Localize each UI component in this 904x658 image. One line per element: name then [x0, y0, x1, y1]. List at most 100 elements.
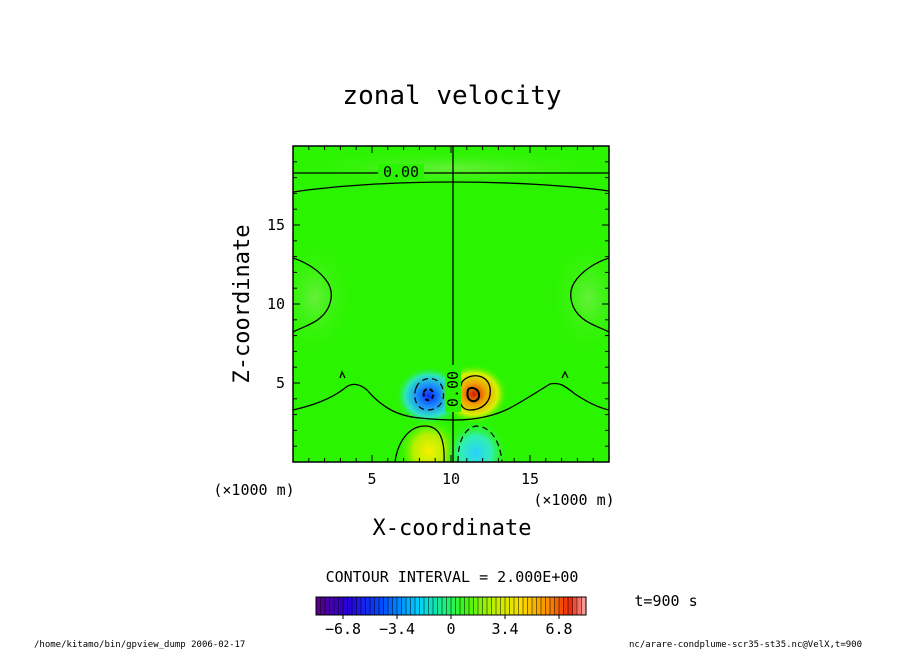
colorbar-cell [347, 597, 353, 615]
colorbar-cell [365, 597, 371, 615]
x-tick-label: 15 [521, 470, 539, 488]
colorbar-cell [527, 597, 533, 615]
colorbar-cell [541, 597, 547, 615]
shading-left-lobe [293, 238, 355, 358]
colorbar-cell [514, 597, 520, 615]
shading-right-lobe [548, 238, 609, 358]
colorbar-cell [419, 597, 425, 615]
colorbar-cell [343, 597, 349, 615]
colorbar-cell [550, 597, 556, 615]
colorbar-cell [572, 597, 578, 615]
colorbar-cell [424, 597, 430, 615]
colorbar-cell [545, 597, 551, 615]
footer-right: nc/arare-condplume-scr35-st35.nc@VelX,t=… [629, 640, 862, 650]
colorbar-cell [329, 597, 335, 615]
colorbar-cell [374, 597, 380, 615]
colorbar-cell [568, 597, 574, 615]
y-tick-label: 5 [276, 374, 285, 392]
colorbar-cell [491, 597, 497, 615]
colorbar-cell [455, 597, 461, 615]
colorbar-tick-label: −3.4 [379, 620, 415, 638]
colorbar-cell [581, 597, 587, 615]
colorbar-cell [505, 597, 511, 615]
y-tick-label: 15 [267, 216, 285, 234]
time-label: t=900 s [634, 592, 697, 610]
chart-title: zonal velocity [342, 81, 561, 111]
y-axis-label: Z-coordinate [230, 225, 255, 384]
colorbar-cell [518, 597, 524, 615]
colorbar-cell [320, 597, 326, 615]
colorbar-cell [428, 597, 434, 615]
colorbar-cell [554, 597, 560, 615]
y-tick-label: 10 [267, 295, 285, 313]
contour-label-vertical: 0.00 [444, 371, 462, 407]
footer-left: /home/kitamo/bin/gpview_dump 2006-02-17 [34, 640, 246, 650]
colorbar-cell [392, 597, 398, 615]
contour-zero-left-lobe [293, 257, 332, 333]
colorbar-cell [437, 597, 443, 615]
colorbar-cell [500, 597, 506, 615]
plot-area: 0.00 0.00 [293, 146, 609, 462]
colorbar-cell [433, 597, 439, 615]
colorbar-cell [370, 597, 376, 615]
colorbar-cell [334, 597, 340, 615]
colorbar-cell [356, 597, 362, 615]
colorbar-cell [446, 597, 452, 615]
x-tick-label: 5 [367, 470, 376, 488]
colorbar-cell [401, 597, 407, 615]
x-axis-unit: (×1000 m) [533, 491, 614, 509]
colorbar-cell [338, 597, 344, 615]
contour-lower-max [394, 425, 445, 462]
contour-min-cell-outer [414, 377, 445, 411]
colorbar-cell [473, 597, 479, 615]
colorbar-cell [451, 597, 457, 615]
shading-upper-band [293, 148, 609, 188]
colorbar-cell [487, 597, 493, 615]
colorbar-tick-label: 3.4 [491, 620, 518, 638]
colorbar-cell [563, 597, 569, 615]
contour-small-right [561, 370, 569, 379]
contour-max-cell-inner [466, 386, 481, 403]
contour-small-left [339, 370, 346, 379]
colorbar-cell [536, 597, 542, 615]
colorbar-cell [406, 597, 412, 615]
colorbar-cell [577, 597, 583, 615]
contour-zero-right-lobe [570, 257, 609, 333]
colorbar-cell [325, 597, 331, 615]
colorbar-cell [478, 597, 484, 615]
contour-zero-arc [293, 181, 609, 193]
colorbar-cell [410, 597, 416, 615]
colorbar-cell [469, 597, 475, 615]
contour-label-bg [378, 164, 424, 180]
colorbar-cell [379, 597, 385, 615]
contour-interval: CONTOUR INTERVAL = 2.000E+00 [326, 568, 579, 586]
contour-label-top: 0.00 [383, 163, 419, 181]
y-axis-ticks: 5 10 15 [267, 161, 609, 447]
colorbar-cell [509, 597, 515, 615]
colorbar-cell [532, 597, 538, 615]
x-tick-label: 10 [442, 470, 460, 488]
colorbar-cell [523, 597, 529, 615]
colorbar-cell [397, 597, 403, 615]
colorbar-tick-label: 6.8 [545, 620, 572, 638]
colorbar-cell [361, 597, 367, 615]
colorbar-tick-label: −6.8 [325, 620, 361, 638]
contour-label-bg-vertical [445, 366, 461, 412]
contour-lower-min [457, 425, 503, 462]
contour-zero-base [293, 382, 609, 421]
colorbar-cell [352, 597, 358, 615]
x-axis-ticks: 5 10 15 [308, 146, 594, 488]
colorbar-cell [316, 597, 322, 615]
shading-lower-min [444, 412, 508, 462]
colorbar-cell [496, 597, 502, 615]
y-axis-unit: (×1000 m) [213, 481, 294, 499]
colorbar-cell [415, 597, 421, 615]
colorbar-cell [482, 597, 488, 615]
colorbar-cell [460, 597, 466, 615]
colorbar-cell [383, 597, 389, 615]
colorbar-tick-label: 0 [446, 620, 455, 638]
colorbar-cell [388, 597, 394, 615]
colorbar-ticks: −6.8 −3.4 0 3.4 6.8 [325, 615, 573, 638]
colorbar-cell [464, 597, 470, 615]
